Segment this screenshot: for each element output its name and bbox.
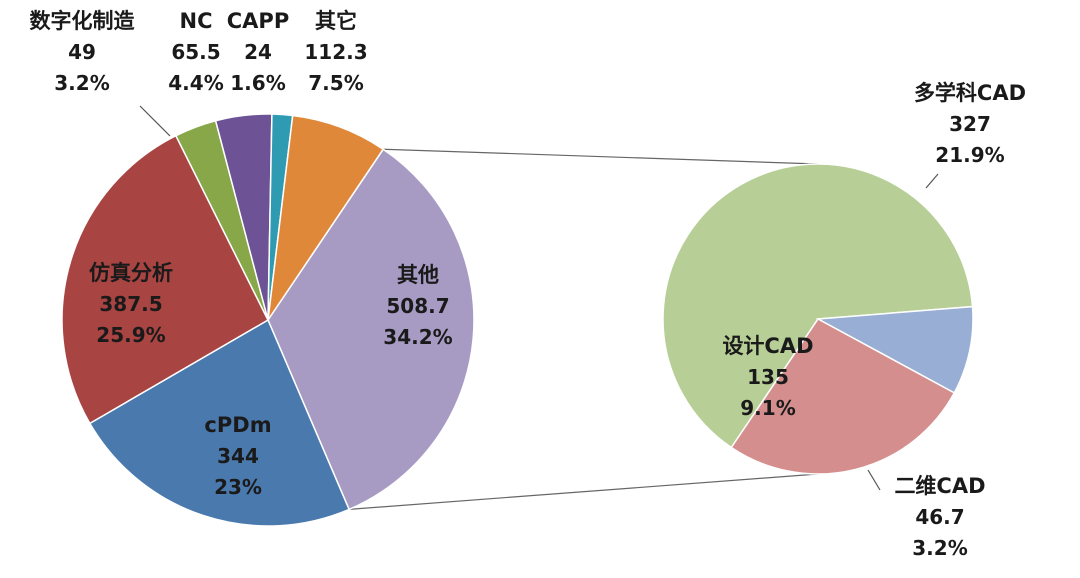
main-pie-slice-其它 — [267, 114, 385, 321]
label-value: 46.7 — [915, 505, 964, 529]
label-percent: 9.1% — [740, 396, 795, 420]
label-percent: 3.2% — [912, 536, 967, 560]
main-pie — [61, 113, 475, 527]
label-name: cPDm — [204, 413, 271, 437]
label-value: 24 — [244, 40, 272, 64]
label-value: 135 — [747, 365, 789, 389]
connector-lines — [349, 148, 819, 510]
leader-line-多学科cad — [925, 173, 939, 189]
main-pie-label-capp: CAPP 24 1.6% — [227, 9, 289, 95]
label-name: 数字化制造 — [30, 9, 136, 33]
label-percent: 1.6% — [230, 71, 285, 95]
label-value: 65.5 — [171, 40, 220, 64]
main-pie-label-仿真分析: 仿真分析 387.5 25.9% — [89, 261, 173, 347]
secondary-pie-slice-二维cad — [815, 305, 974, 394]
label-percent: 4.4% — [168, 71, 223, 95]
secondary-pie-label-设计cad: 设计CAD 135 9.1% — [722, 334, 813, 420]
main-pie-slice-其他 — [267, 148, 475, 511]
leader-lines — [139, 105, 939, 491]
main-pie-label-数字化制造: 数字化制造 49 3.2% — [30, 9, 136, 95]
label-value: 112.3 — [304, 40, 367, 64]
label-percent: 34.2% — [383, 325, 452, 349]
label-value: 327 — [949, 112, 991, 136]
label-percent: 7.5% — [308, 71, 363, 95]
label-name: 设计CAD — [722, 334, 813, 358]
label-name: 多学科CAD — [914, 81, 1026, 105]
label-percent: 3.2% — [54, 71, 109, 95]
label-value: 49 — [68, 40, 96, 64]
secondary-pie-label-二维cad: 二维CAD 46.7 3.2% — [894, 474, 985, 560]
main-pie-slice-cpdm — [88, 318, 351, 527]
label-percent: 23% — [214, 475, 262, 499]
leader-line-数字化制造 — [139, 105, 171, 137]
secondary-pie-label-多学科cad: 多学科CAD 327 21.9% — [914, 81, 1026, 167]
label-name: 仿真分析 — [89, 261, 173, 285]
label-name: 其他 — [397, 263, 439, 287]
secondary-pie — [662, 163, 974, 475]
label-name: 二维CAD — [894, 474, 985, 498]
secondary-pie-slice-多学科cad — [662, 163, 974, 449]
label-value: 387.5 — [99, 292, 162, 316]
label-name: NC — [180, 9, 213, 33]
main-pie-label-nc: NC 65.5 4.4% — [168, 9, 223, 95]
main-pie-label-cpdm: cPDm 344 23% — [204, 413, 271, 499]
secondary-pie-slice-设计cad — [730, 318, 956, 475]
label-value: 508.7 — [386, 294, 449, 318]
connector-line-top — [383, 148, 819, 165]
label-percent: 25.9% — [96, 323, 165, 347]
leader-line-二维cad — [867, 469, 881, 491]
connector-line-bottom — [349, 473, 819, 510]
label-value: 344 — [217, 444, 259, 468]
data-labels: 其他 508.7 34.2% cPDm 344 23% 仿真分析 387.5 25.9% 数字化制… — [30, 9, 1027, 560]
label-percent: 21.9% — [935, 143, 1004, 167]
main-pie-label-其他: 其他 508.7 34.2% — [383, 263, 452, 349]
label-name: CAPP — [227, 9, 289, 33]
label-name: 其它 — [315, 9, 357, 33]
main-pie-label-其它: 其它 112.3 7.5% — [304, 9, 367, 95]
main-pie-slice-仿真分析 — [61, 134, 269, 425]
